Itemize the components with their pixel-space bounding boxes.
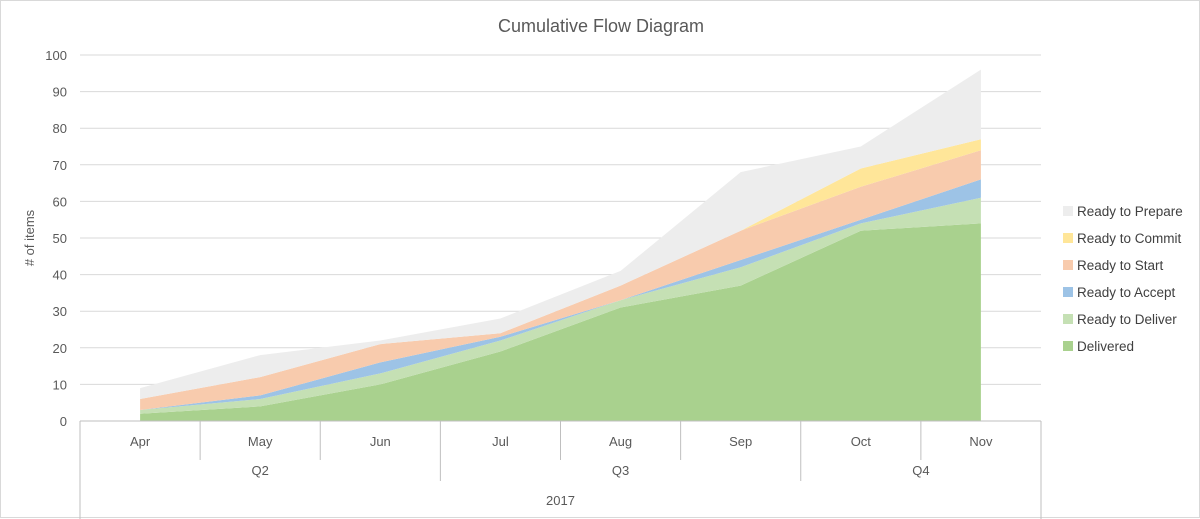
x-tick-label: Jul: [492, 434, 509, 449]
y-axis-ticks: 0 10 20 30 40 50 60 70 80 90 100: [45, 48, 67, 429]
legend-swatch: [1063, 260, 1073, 270]
x-tick-label: Oct: [851, 434, 872, 449]
y-tick-label: 30: [53, 304, 67, 319]
legend-label: Ready to Deliver: [1077, 312, 1177, 327]
area-ready-to-start: [140, 150, 981, 410]
y-tick-label: 80: [53, 121, 67, 136]
legend: Ready to Prepare Ready to Commit Ready to …: [1063, 204, 1183, 354]
chart-title: Cumulative Flow Diagram: [498, 16, 704, 36]
x-axis: Apr May Jun Jul Aug Sep Oct Nov Q2 Q3 Q4 2017: [79, 420, 1042, 519]
y-tick-label: 10: [53, 377, 67, 392]
x-tick-label: May: [248, 434, 273, 449]
legend-label: Ready to Start: [1077, 258, 1164, 273]
legend-swatch: [1063, 287, 1073, 297]
gridlines: [80, 54, 1041, 385]
x-tick-label: Sep: [729, 434, 752, 449]
area-ready-to-prepare: [140, 69, 981, 399]
quarter-label: Q2: [252, 463, 269, 478]
legend-swatch: [1063, 206, 1073, 216]
y-tick-label: 90: [53, 85, 67, 100]
area-ready-to-deliver: [140, 197, 981, 414]
y-tick-label: 50: [53, 231, 67, 246]
x-tick-label: Nov: [969, 434, 993, 449]
x-tick-label: Aug: [609, 434, 632, 449]
y-axis-title: # of items: [22, 209, 37, 266]
area-ready-to-commit: [140, 139, 981, 399]
x-tick-label: Jun: [370, 434, 391, 449]
x-tick-label: Apr: [130, 434, 151, 449]
legend-label: Ready to Accept: [1077, 285, 1176, 300]
y-tick-label: 60: [53, 194, 67, 209]
legend-swatch: [1063, 233, 1073, 243]
legend-swatch: [1063, 314, 1073, 324]
y-tick-label: 70: [53, 158, 67, 173]
year-label: 2017: [546, 493, 575, 508]
y-tick-label: 20: [53, 341, 67, 356]
legend-swatch: [1063, 341, 1073, 351]
area-delivered: [140, 223, 981, 421]
y-tick-label: 40: [53, 268, 67, 283]
y-tick-label: 100: [45, 48, 67, 63]
stacked-areas: [140, 69, 981, 421]
y-tick-label: 0: [60, 414, 67, 429]
quarter-label: Q4: [912, 463, 929, 478]
quarter-label: Q3: [612, 463, 629, 478]
legend-label: Ready to Commit: [1077, 231, 1182, 246]
legend-label: Ready to Prepare: [1077, 204, 1183, 219]
legend-label: Delivered: [1077, 339, 1134, 354]
